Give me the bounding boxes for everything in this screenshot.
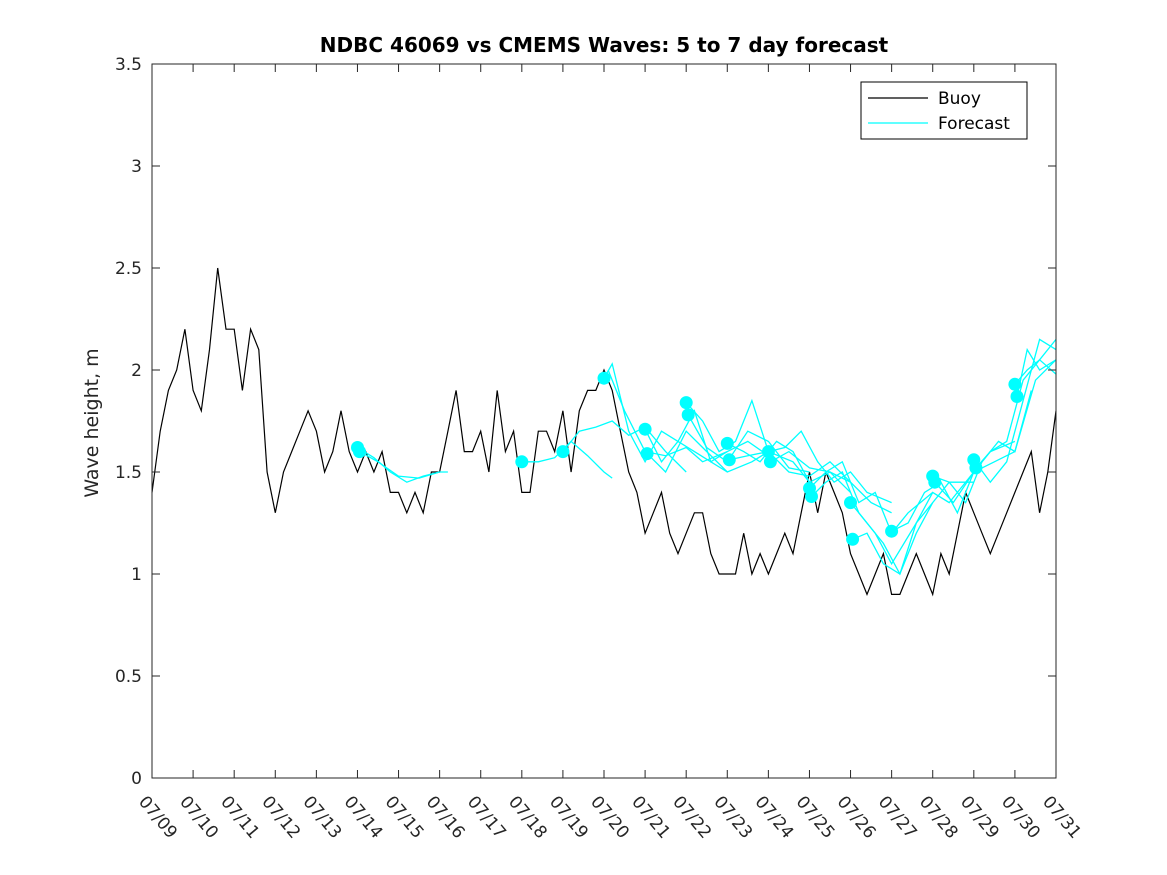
legend-label-buoy: Buoy bbox=[938, 89, 981, 109]
forecast-line-8 bbox=[685, 398, 811, 483]
forecast-line-7 bbox=[646, 430, 769, 474]
legend: Buoy Forecast bbox=[860, 81, 1028, 140]
forecast-marker-4 bbox=[597, 371, 611, 385]
y-tick-label-3: 1.5 bbox=[115, 463, 142, 483]
chart-title: NDBC 46069 vs CMEMS Waves: 5 to 7 day fo… bbox=[320, 33, 889, 57]
forecast-marker-2 bbox=[515, 455, 529, 469]
forecast-marker-14 bbox=[805, 490, 818, 503]
forecast-marker-6 bbox=[640, 447, 654, 461]
forecast-marker-11 bbox=[761, 445, 775, 459]
forecast-marker-16 bbox=[846, 532, 860, 546]
y-tick-label-1: 0.5 bbox=[115, 667, 142, 687]
forecast-line-6 bbox=[644, 409, 769, 463]
forecast-line-13 bbox=[770, 450, 892, 514]
forecast-marker-10 bbox=[722, 453, 736, 467]
y-tick-label-4: 2 bbox=[131, 361, 142, 381]
forecast-marker-22 bbox=[1008, 377, 1022, 391]
forecast-marker-8 bbox=[681, 408, 695, 422]
forecast-line-17 bbox=[852, 471, 975, 575]
y-axis-label: Wave height, m bbox=[81, 348, 103, 497]
forecast-line-22 bbox=[975, 338, 1057, 469]
forecast-marker-9 bbox=[720, 436, 734, 450]
forecast-line-20 bbox=[934, 359, 1057, 504]
forecast-line-4 bbox=[603, 362, 728, 473]
data-layer bbox=[151, 267, 1057, 597]
plot-area bbox=[152, 64, 1056, 778]
legend-box bbox=[860, 81, 1028, 140]
y-tick-label-0: 0 bbox=[131, 769, 142, 789]
y-tick-label-6: 3 bbox=[131, 157, 142, 177]
forecast-line-14 bbox=[809, 460, 934, 535]
y-tick-label-2: 1 bbox=[131, 565, 142, 585]
forecast-marker-5 bbox=[638, 422, 652, 436]
forecast-line-16 bbox=[849, 481, 974, 576]
forecast-marker-15 bbox=[844, 496, 857, 510]
forecast-marker-21 bbox=[969, 461, 983, 475]
buoy-series-line bbox=[151, 267, 1057, 597]
forecast-line-11 bbox=[729, 450, 851, 483]
forecast-line-9 bbox=[687, 414, 810, 473]
forecast-marker-23 bbox=[1010, 390, 1024, 403]
forecast-line-3 bbox=[562, 420, 687, 473]
forecast-marker-1 bbox=[353, 445, 366, 459]
forecast-marker-7 bbox=[679, 396, 693, 410]
forecast-marker-17 bbox=[885, 524, 899, 538]
forecast-line-24 bbox=[1016, 347, 1057, 397]
forecast-line-21 bbox=[973, 338, 1057, 484]
forecast-marker-19 bbox=[928, 475, 942, 489]
forecast-marker-12 bbox=[763, 455, 777, 469]
legend-label-forecast: Forecast bbox=[938, 114, 1010, 134]
forecast-marker-3 bbox=[556, 445, 570, 459]
y-tick-label-7: 3.5 bbox=[115, 55, 142, 75]
forecast-line-1 bbox=[359, 451, 440, 479]
y-tick-label-5: 2.5 bbox=[115, 259, 142, 279]
